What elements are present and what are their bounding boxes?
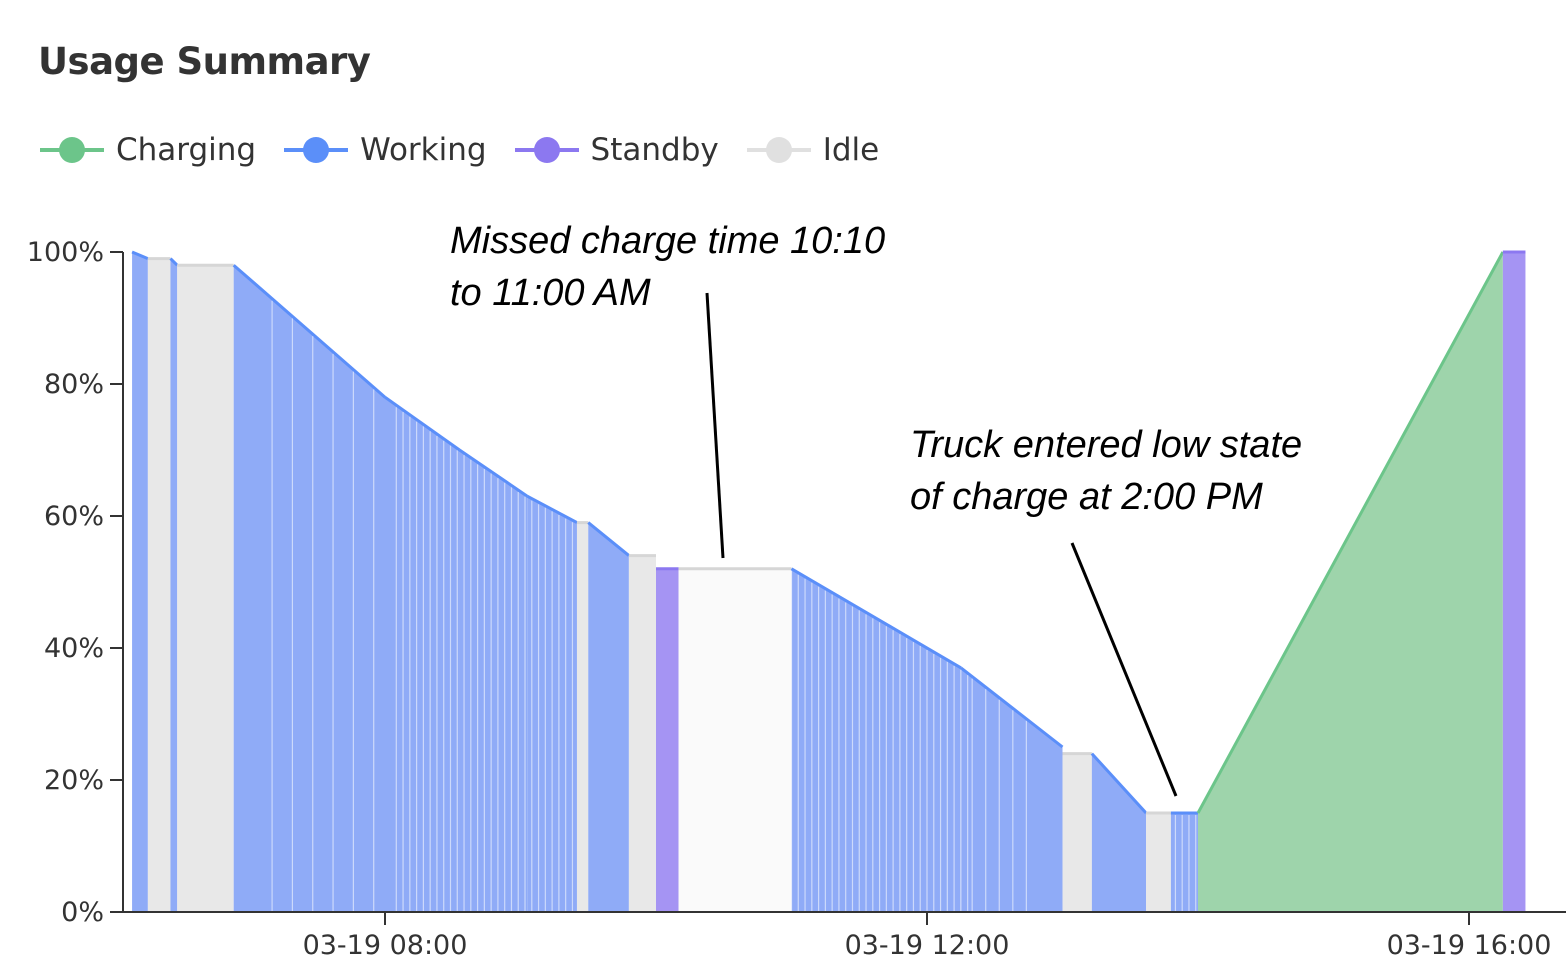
- annotation-missed-charge-line: to 11:00 AM: [450, 272, 651, 314]
- segment-area-19: [1170, 813, 1198, 912]
- segment-area-2: [147, 258, 171, 913]
- segment-line-10: [587, 521, 630, 557]
- segment-area-16: [1062, 753, 1092, 912]
- segment-area-13: [678, 568, 792, 912]
- legend: Charging Working Standby Idle: [40, 128, 907, 172]
- segment-area-21: [1502, 252, 1526, 912]
- segment-area-3: [170, 258, 178, 913]
- annotation-missed-charge-line: Missed charge time 10:10: [450, 220, 885, 262]
- segment-line-15: [959, 666, 1064, 749]
- annotation-missed-charge-pointer: [705, 292, 725, 559]
- legend-label-charging: Charging: [116, 132, 257, 168]
- segment-area-5: [233, 265, 385, 912]
- segment-area-10: [588, 522, 629, 912]
- segment-area-12: [656, 568, 679, 912]
- x-tick-label: 03-19 08:00: [303, 930, 468, 961]
- legend-swatch-idle: [746, 128, 811, 172]
- segment-line-7: [458, 448, 529, 498]
- segment-area-4: [177, 265, 234, 912]
- chart-title: Usage Summary: [38, 40, 371, 83]
- legend-label-working: Working: [360, 132, 487, 168]
- annotation-low-charge-pointer: [1070, 542, 1178, 797]
- legend-item-charging[interactable]: Charging: [40, 128, 256, 172]
- segment-area-17: [1091, 753, 1147, 912]
- segment-line-14: [790, 567, 962, 670]
- legend-item-standby[interactable]: Standby: [514, 128, 719, 172]
- segment-line-17: [1090, 752, 1148, 815]
- segment-area-11: [628, 555, 656, 912]
- annotation-low-charge: Truck entered low state of charge at 2:00…: [910, 424, 1302, 518]
- y-tick-label: 40%: [44, 633, 104, 664]
- y-tick-label: 20%: [44, 765, 104, 796]
- annotation-low-charge-line: of charge at 2:00 PM: [910, 476, 1263, 518]
- y-tick-label: 0%: [61, 897, 104, 928]
- chart-annotations: Missed charge time 10:10 to 11:00 AM Truck…: [450, 220, 1302, 797]
- segment-area-1: [132, 252, 148, 912]
- y-tick-label: 80%: [44, 369, 104, 400]
- legend-label-idle: Idle: [822, 132, 880, 168]
- segment-line-3: [169, 257, 179, 267]
- segment-area-15: [960, 667, 1063, 912]
- legend-swatch-standby: [514, 128, 579, 172]
- segment-line-1: [131, 250, 149, 260]
- x-tick-label: 03-19 12:00: [845, 930, 1010, 961]
- segment-line-8: [526, 494, 578, 524]
- chart-axes: 0% 20% 40% 60% 80% 100% 03-19 08:00 03-19 12:00…: [27, 237, 1566, 961]
- segment-area-9: [576, 522, 589, 912]
- annotation-missed-charge: Missed charge time 10:10 to 11:00 AM: [450, 220, 885, 314]
- legend-swatch-charging: [40, 128, 104, 172]
- legend-swatch-working: [284, 128, 349, 172]
- legend-item-working[interactable]: Working: [284, 128, 487, 172]
- segment-line-20: [1196, 251, 1505, 814]
- segment-area-20: [1198, 252, 1503, 912]
- legend-label-standby: Standby: [590, 132, 719, 168]
- legend-item-idle[interactable]: Idle: [746, 128, 880, 172]
- y-tick-label: 60%: [44, 501, 104, 532]
- chart-areas: [131, 250, 1526, 913]
- segment-line-5: [232, 264, 386, 399]
- segment-area-7: [459, 450, 528, 912]
- segment-area-14: [791, 568, 961, 912]
- segment-area-18: [1146, 813, 1171, 912]
- y-tick-label: 100%: [27, 237, 104, 268]
- annotation-low-charge-line: Truck entered low state: [910, 424, 1302, 466]
- x-tick-label: 03-19 16:00: [1387, 930, 1552, 961]
- segment-line-6: [384, 395, 461, 452]
